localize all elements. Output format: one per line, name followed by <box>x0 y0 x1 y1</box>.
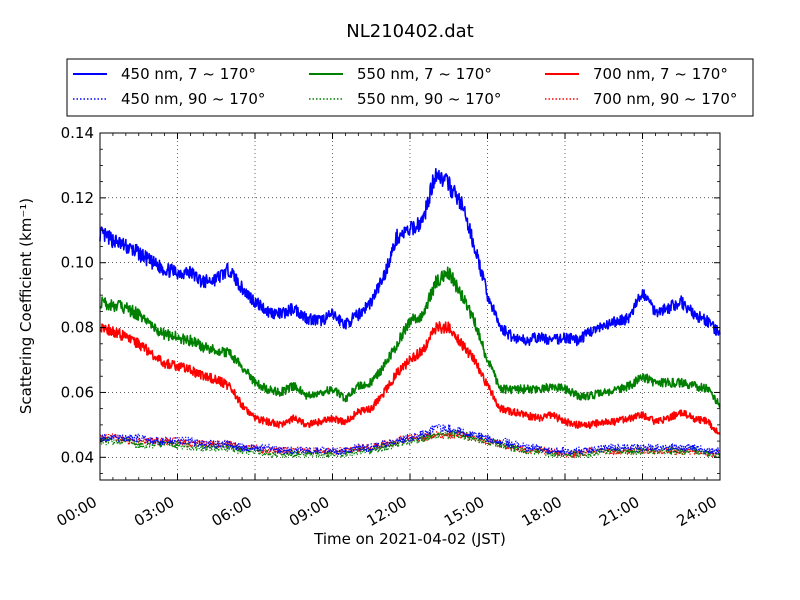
x-tick-label: 00:00 <box>54 493 100 530</box>
y-tick-label: 0.10 <box>61 254 94 272</box>
legend-label-6: 700 nm, 90 ~ 170° <box>593 90 737 108</box>
x-tick-label: 15:00 <box>441 493 487 530</box>
legend-label-2: 450 nm, 90 ~ 170° <box>121 90 265 108</box>
x-axis-label: Time on 2021-04-02 (JST) <box>313 530 506 548</box>
legend-label-1: 450 nm, 7 ~ 170° <box>121 65 256 83</box>
legend-box <box>66 58 754 117</box>
x-tick-label: 24:00 <box>674 493 720 530</box>
x-tick-label: 03:00 <box>131 493 177 530</box>
series-line-3 <box>99 266 721 408</box>
x-tick-label: 06:00 <box>209 493 255 530</box>
x-tick-label: 21:00 <box>596 493 642 530</box>
legend-label-5: 700 nm, 7 ~ 170° <box>593 65 728 83</box>
y-tick-label: 0.04 <box>61 448 94 466</box>
y-tick-label: 0.08 <box>61 319 94 337</box>
x-tick-label: 12:00 <box>364 493 410 530</box>
y-tick-label: 0.14 <box>61 124 94 142</box>
y-tick-label: 0.12 <box>61 189 94 207</box>
x-tick-label: 09:00 <box>286 493 332 530</box>
y-tick-label: 0.06 <box>61 383 94 401</box>
grid <box>99 132 721 480</box>
legend: 450 nm, 7 ~ 170° 450 nm, 90 ~ 170° 550 nm,… <box>66 58 754 117</box>
series-line-1 <box>99 167 721 347</box>
legend-label-4: 550 nm, 90 ~ 170° <box>357 90 501 108</box>
series-line-4 <box>99 429 721 459</box>
series-line-6 <box>99 429 721 459</box>
series-layer <box>99 167 721 459</box>
series-line-5 <box>99 321 721 435</box>
x-tick-label: 18:00 <box>519 493 565 530</box>
legend-label-3: 550 nm, 7 ~ 170° <box>357 65 492 83</box>
chart-title: NL210402.dat <box>346 21 473 42</box>
y-axis-label: Scattering Coefficient (km⁻¹) <box>17 198 35 414</box>
